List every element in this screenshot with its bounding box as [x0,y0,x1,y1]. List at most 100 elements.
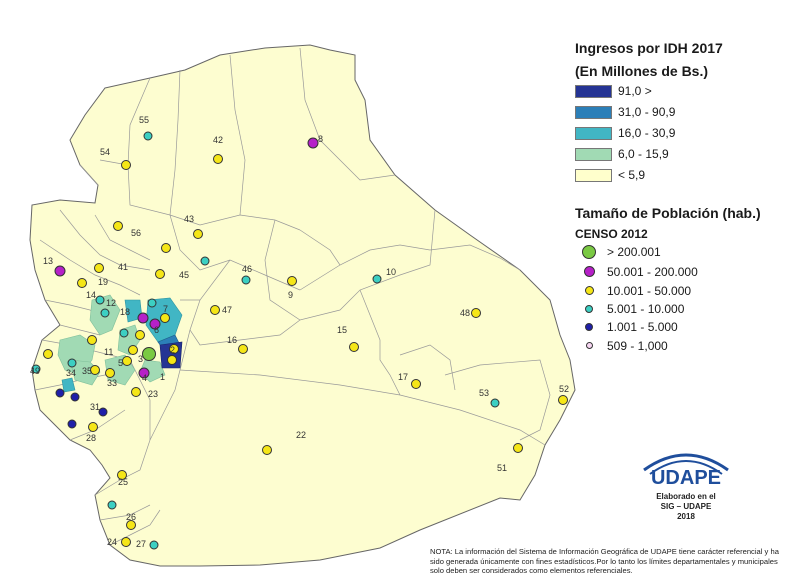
pop-dot-19 [94,263,104,273]
muni-label: 1 [160,372,165,382]
muni-label: 12 [106,298,116,308]
muni-label: 27 [136,539,146,549]
muni-label: 5 [118,358,123,368]
pop-dot-6 [135,330,145,340]
pop-dot-51 [513,443,523,453]
income-class-label: 6,0 - 15,9 [618,147,669,161]
logo-caption-line3: 2018 [677,512,695,521]
pop-dot-24 [121,537,131,547]
muni-label: 24 [107,537,117,547]
pop-dot-13 [54,265,66,277]
pop-dot-53 [490,398,500,408]
pop-dot-26 [126,520,136,530]
pop-dot-43 [193,229,203,239]
muni-label: 3 [138,354,143,364]
pop-dot [200,256,210,266]
muni-label: 35 [82,366,92,376]
pop-dot-47 [210,305,220,315]
logo-caption-line1: Elaborado en el [656,492,716,501]
pop-dot-35 [90,365,100,375]
pop-dot [55,388,65,398]
pop-dot-18 [137,312,149,324]
muni-label: 34 [66,368,76,378]
muni-label: 41 [118,262,128,272]
income-swatch-5 [575,169,612,182]
muni-label: 48 [460,308,470,318]
pop-dot [107,500,117,510]
pop-legend-dot-509 [586,342,593,349]
population-legend-subtitle: CENSO 2012 [575,227,648,241]
pop-dot [147,298,157,308]
muni-label: 31 [90,402,100,412]
pop-dot [119,328,129,338]
pop-dot-33 [105,368,115,378]
disclaimer-note: NOTA: La información del Sistema de Info… [430,547,779,575]
pop-dot-49 [43,349,53,359]
muni-label: 10 [386,267,396,277]
pop-class-label: 50.001 - 200.000 [607,265,698,279]
muni-label: 15 [337,325,347,335]
department-outline [29,44,576,567]
pop-legend-dot-5k [585,305,593,313]
muni-label: 33 [107,378,117,388]
pop-dot-1 [167,355,177,365]
muni-label: 55 [139,115,149,125]
pop-class-label: 10.001 - 50.000 [607,284,692,298]
muni-label: 14 [86,290,96,300]
income-class-label: 16,0 - 30,9 [618,126,676,140]
pop-dot-28 [88,422,98,432]
muni-label: 42 [213,135,223,145]
muni-label: 28 [86,433,96,443]
pop-dot-52 [558,395,568,405]
income-swatch-6 [575,148,612,161]
income-class-label: 31,0 - 90,9 [618,105,676,119]
muni-label: 16 [227,335,237,345]
muni-label: 2 [170,345,175,355]
pop-dot [149,318,161,330]
muni-label: 23 [148,389,158,399]
muni-label: 49 [30,366,40,376]
muni-label: 22 [296,430,306,440]
pop-dot-9 [287,276,297,286]
muni-label: 52 [559,384,569,394]
income-legend-title: Ingresos por IDH 2017 [575,40,723,56]
pop-dot [98,407,108,417]
muni-label: 18 [120,307,130,317]
pop-dot-27 [149,540,159,550]
muni-label: 53 [479,388,489,398]
pop-dot-15 [349,342,359,352]
muni-label: 54 [100,147,110,157]
pop-dot-54 [121,160,131,170]
income-legend-subtitle: (En Millones de Bs.) [575,63,709,79]
muni-label: 25 [118,477,128,487]
pop-dot-46 [241,275,251,285]
pop-dot-5 [122,356,132,366]
pop-dot-48 [471,308,481,318]
pop-legend-dot-1k [585,323,593,331]
income-swatch-91 [575,85,612,98]
muni-label: 26 [126,512,136,522]
pop-dot-41 [113,221,123,231]
municipality-points [31,131,568,550]
pop-class-label: 509 - 1,000 [607,339,668,353]
pop-dot-25 [117,470,127,480]
pop-dot-23 [131,387,141,397]
pop-dot-4 [138,367,150,379]
muni-label: 7 [163,304,168,314]
pop-dot-34 [67,358,77,368]
muni-label: 46 [242,264,252,274]
pop-dot-8 [307,137,319,149]
pop-dot-22 [262,445,272,455]
logo-caption-line2: SIG – UDAPE [660,502,712,511]
muni-label: 19 [98,277,108,287]
udape-logo-wordmark: UDAPE [651,467,721,489]
muni-label: 45 [179,270,189,280]
pop-dot-16 [238,344,248,354]
pop-dot-31 [70,392,80,402]
income-class-label: 91,0 > [618,84,652,98]
income-class-label: < 5,9 [618,168,646,182]
pop-class-label: > 200.001 [607,245,661,259]
pop-dot [67,419,77,429]
pop-dot-17 [411,379,421,389]
